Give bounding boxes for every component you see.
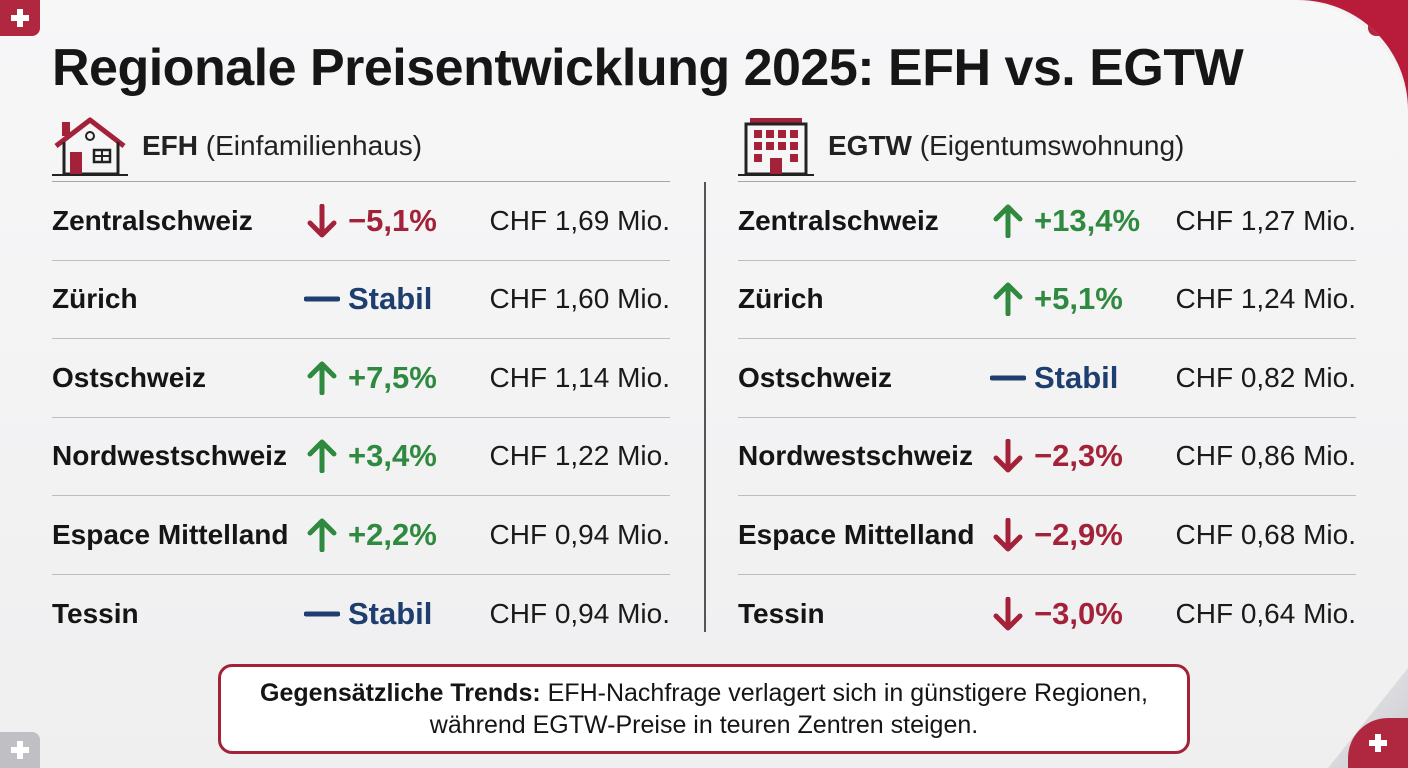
swiss-cross-icon — [1369, 734, 1387, 752]
arrow-down-icon — [302, 203, 342, 239]
summary-line-2: während EGTW-Preise in teuren Zentren st… — [429, 711, 979, 739]
trend-indicator: Stabil — [302, 281, 472, 317]
page-title: Regionale Preisentwicklung 2025: EFH vs.… — [52, 39, 1244, 97]
table-row: Zentralschweiz +13,4% CHF 1,27 Mio. — [738, 182, 1356, 261]
trend-indicator: −2,3% — [988, 438, 1158, 474]
region-name: Nordwestschweiz — [52, 440, 287, 472]
change-value: −2,9% — [1034, 516, 1123, 552]
trend-indicator: +3,4% — [302, 438, 472, 474]
trend-indicator: −2,9% — [988, 517, 1158, 553]
arrow-down-icon — [988, 438, 1028, 474]
table-row: Nordwestschweiz −2,3% CHF 0,86 Mio. — [738, 418, 1357, 496]
price-value: CHF 0,94 Mio. — [489, 518, 671, 550]
change-value: +2,2% — [348, 516, 437, 552]
region-name: Ostschweiz — [738, 361, 893, 393]
arrow-up-icon — [302, 360, 342, 396]
region-name: Zentralschweiz — [52, 204, 253, 236]
table-row: Tessin −3,0% CHF 0,64 Mio. — [738, 575, 1356, 654]
table-row: Nordwestschweiz +3,4% CHF 1,22 Mio. — [52, 418, 671, 496]
change-value: +7,5% — [348, 359, 437, 395]
price-value: CHF 0,86 Mio. — [1175, 440, 1357, 472]
price-value: CHF 1,22 Mio. — [489, 440, 671, 472]
arrow-up-icon — [302, 438, 342, 474]
table-row: Zürich Stabil CHF 1,60 Mio. — [52, 261, 671, 339]
trend-indicator: +7,5% — [302, 360, 472, 396]
change-value: +13,4% — [1034, 202, 1141, 238]
arrow-up-icon — [302, 517, 342, 553]
arrow-up-icon — [988, 203, 1028, 239]
efh-header-title: EFH (Einfamilienhaus) — [142, 129, 423, 161]
price-value: CHF 1,69 Mio. — [489, 204, 671, 236]
apartment-building-icon — [738, 117, 814, 176]
egtw-rows: Zentralschweiz +13,4% CHF 1,27 Mio. Zürich +… — [738, 182, 1356, 653]
price-value: CHF 1,60 Mio. — [489, 283, 671, 315]
swiss-cross-icon — [11, 741, 29, 759]
region-name: Nordwestschweiz — [738, 440, 973, 472]
efh-column: EFH (Einfamilienhaus) Zentralschweiz −5,1… — [52, 110, 670, 653]
change-value: Stabil — [348, 281, 433, 317]
table-row: Ostschweiz +7,5% CHF 1,14 Mio. — [52, 339, 670, 418]
change-value: Stabil — [1034, 359, 1119, 395]
arrow-down-icon — [988, 517, 1028, 553]
change-value: +3,4% — [348, 438, 437, 474]
change-value: −3,0% — [1034, 595, 1123, 631]
region-name: Tessin — [738, 597, 825, 629]
dash-icon — [302, 281, 342, 317]
egtw-header-title: EGTW (Eigentumswohnung) — [828, 129, 1185, 161]
column-divider — [704, 182, 706, 632]
trend-indicator: −5,1% — [302, 203, 472, 239]
table-row: Ostschweiz Stabil CHF 0,82 Mio. — [738, 339, 1356, 418]
swiss-cross-corner-top-left — [0, 0, 40, 36]
egtw-header: EGTW (Eigentumswohnung) — [738, 110, 1356, 182]
arrow-down-icon — [988, 596, 1028, 632]
price-value: CHF 1,14 Mio. — [489, 361, 671, 393]
table-row: Tessin Stabil CHF 0,94 Mio. — [52, 575, 670, 654]
region-name: Ostschweiz — [52, 361, 207, 393]
price-value: CHF 0,82 Mio. — [1175, 361, 1357, 393]
swiss-cross-icon — [1379, 9, 1397, 27]
efh-rows: Zentralschweiz −5,1% CHF 1,69 Mio. Zürich St… — [52, 182, 670, 653]
trend-indicator: +13,4% — [988, 203, 1158, 239]
efh-header: EFH (Einfamilienhaus) — [52, 110, 670, 182]
swiss-cross-corner-bottom-left — [0, 732, 40, 768]
dash-icon — [988, 360, 1028, 396]
house-icon — [52, 117, 128, 176]
region-name: Zentralschweiz — [738, 204, 939, 236]
swiss-cross-corner-top-right — [1368, 0, 1408, 36]
trend-indicator: −3,0% — [988, 596, 1158, 632]
region-name: Espace Mittelland — [738, 518, 975, 550]
price-value: CHF 0,94 Mio. — [489, 597, 671, 629]
trend-indicator: +5,1% — [988, 281, 1158, 317]
table-row: Zentralschweiz −5,1% CHF 1,69 Mio. — [52, 182, 670, 261]
region-name: Zürich — [738, 283, 824, 315]
change-value: Stabil — [348, 595, 433, 631]
price-value: CHF 0,64 Mio. — [1175, 597, 1357, 629]
trend-indicator: +2,2% — [302, 517, 472, 553]
table-row: Espace Mittelland +2,2% CHF 0,94 Mio. — [52, 496, 670, 575]
region-name: Tessin — [52, 597, 139, 629]
table-row: Espace Mittelland −2,9% CHF 0,68 Mio. — [738, 496, 1356, 575]
table-row: Zürich +5,1% CHF 1,24 Mio. — [738, 261, 1357, 339]
trend-indicator: Stabil — [988, 360, 1158, 396]
trend-indicator: Stabil — [302, 596, 472, 632]
egtw-column: EGTW (Eigentumswohnung) Zentralschweiz +1… — [738, 110, 1356, 653]
summary-line-1: Gegensätzliche Trends: EFH-Nachfrage ver… — [260, 678, 1148, 707]
summary-note: Gegensätzliche Trends: EFH-Nachfrage ver… — [218, 664, 1190, 754]
change-value: −2,3% — [1034, 438, 1123, 474]
price-value: CHF 1,24 Mio. — [1175, 283, 1357, 315]
region-name: Zürich — [52, 283, 138, 315]
change-value: +5,1% — [1034, 281, 1123, 317]
change-value: −5,1% — [348, 202, 437, 238]
price-value: CHF 1,27 Mio. — [1175, 204, 1357, 236]
dash-icon — [302, 596, 342, 632]
region-name: Espace Mittelland — [52, 518, 289, 550]
swiss-cross-icon — [11, 9, 29, 27]
price-value: CHF 0,68 Mio. — [1175, 518, 1357, 550]
arrow-up-icon — [988, 281, 1028, 317]
